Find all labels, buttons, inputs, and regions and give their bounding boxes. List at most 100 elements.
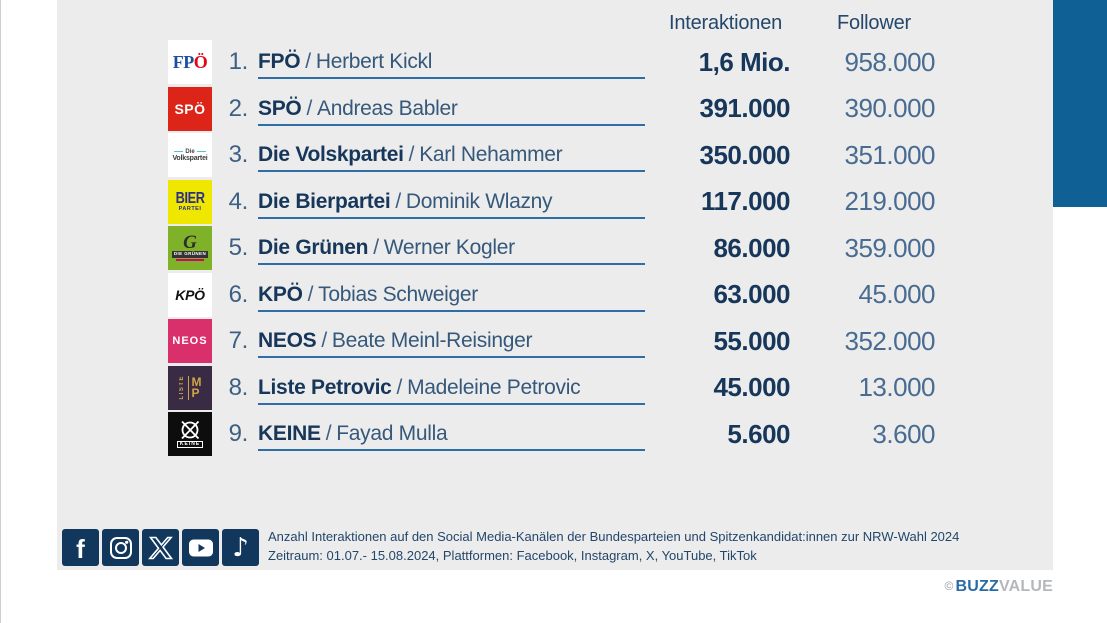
party-name: Die Grünen	[258, 236, 369, 260]
rank-number: 4.	[228, 187, 249, 215]
liste-divider	[187, 375, 189, 400]
party-leader-link[interactable]: Die Volskpartei / Karl Nehammer	[258, 143, 645, 173]
leader-name: Tobias Schweiger	[318, 282, 478, 306]
fpo-logo-text: FPÖ	[172, 51, 208, 72]
interactions-value: 1,6 Mio.	[698, 46, 791, 77]
party-leader-link[interactable]: FPÖ / Herbert Kickl	[258, 50, 645, 80]
table-row: KEINE 9. KEINE / Fayad Mulla 5.600 3.600	[168, 411, 936, 458]
youtube-icon	[188, 539, 213, 556]
party-name: Liste Petrovic	[258, 375, 392, 399]
separator: /	[373, 236, 379, 260]
table-row: Die Volkspartei 3. Die Volskpartei / Karl …	[168, 132, 936, 179]
leader-name: Karl Nehammer	[419, 143, 563, 167]
interactions-value: 5.600	[727, 418, 790, 449]
tiktok-button[interactable]: ♪	[222, 529, 259, 566]
followers-value: 13.000	[858, 372, 935, 403]
rank-number: 3.	[228, 141, 249, 169]
bier-logo-bottom: PARTEI	[178, 206, 202, 212]
party-leader-link[interactable]: Die Grünen / Werner Kogler	[258, 236, 645, 266]
table-row: FPÖ 1. FPÖ / Herbert Kickl 1,6 Mio. 958.00…	[168, 39, 936, 86]
copyright-symbol: ©	[944, 579, 954, 593]
party-logo-keine: KEINE	[168, 412, 212, 457]
content-panel	[57, 0, 1053, 570]
rank-number: 8.	[228, 373, 249, 401]
x-button[interactable]	[142, 529, 179, 566]
source-note-line2: Zeitraum: 01.07.- 15.08.2024, Plattforme…	[268, 548, 757, 563]
interactions-value: 86.000	[713, 232, 790, 263]
leader-name: Madeleine Petrovic	[407, 375, 581, 399]
youtube-button[interactable]	[182, 529, 219, 566]
table-row: G DIE GRÜNEN 5. Die Grünen / Werner Kogler …	[168, 225, 936, 272]
followers-value: 351.000	[844, 139, 936, 170]
column-header-followers: Follower	[837, 12, 911, 34]
party-leader-link[interactable]: KEINE / Fayad Mulla	[258, 422, 645, 452]
table-row: NEOS 7. NEOS / Beate Meinl-Reisinger 55.00…	[168, 318, 936, 365]
party-name: KPÖ	[258, 282, 303, 306]
brand-buzz: BUZZ	[955, 578, 999, 595]
party-leader-link[interactable]: SPÖ / Andreas Babler	[258, 96, 645, 126]
party-logo-fpo: FPÖ	[168, 40, 212, 85]
leader-name: Werner Kogler	[383, 236, 515, 260]
party-logo-volkspartei: Die Volkspartei	[168, 133, 212, 178]
neos-logo-text: NEOS	[172, 335, 208, 348]
interactions-value: 117.000	[700, 186, 791, 217]
party-name: KEINE	[258, 422, 321, 446]
party-name: Die Volskpartei	[258, 143, 404, 167]
table-row: SPÖ 2. SPÖ / Andreas Babler 391.000 390.00…	[168, 86, 936, 133]
crossed-circle-icon	[181, 421, 200, 440]
rank-number: 7.	[228, 327, 249, 355]
interactions-value: 63.000	[713, 279, 790, 310]
leader-name: Beate Meinl-Reisinger	[331, 329, 533, 353]
volkspartei-line	[196, 151, 206, 153]
rank-number: 1.	[228, 48, 249, 76]
party-leader-link[interactable]: KPÖ / Tobias Schweiger	[258, 282, 645, 312]
column-header-interactions: Interaktionen	[669, 12, 783, 34]
liste-vertical-text: LISTE	[178, 375, 185, 400]
brand-value: VALUE	[998, 578, 1053, 595]
gruene-g: G	[183, 232, 197, 254]
followers-value: 359.000	[844, 232, 936, 263]
tiktok-icon: ♪	[232, 532, 249, 563]
leader-name: Fayad Mulla	[336, 422, 448, 446]
facebook-icon: f	[76, 534, 85, 564]
party-logo-bierpartei: BIER PARTEI	[168, 179, 212, 224]
source-note-line1: Anzahl Interaktionen auf den Social Medi…	[268, 529, 960, 544]
followers-value: 45.000	[858, 279, 935, 310]
x-icon	[147, 536, 173, 559]
party-name: SPÖ	[258, 96, 302, 120]
page-left-border	[0, 0, 1, 623]
followers-value: 958.000	[844, 46, 936, 77]
rank-number: 5.	[228, 234, 249, 262]
interactions-value: 350.000	[699, 139, 791, 170]
leader-name: Andreas Babler	[317, 96, 458, 120]
buzzvalue-logo: © BUZZVALUE	[930, 578, 1053, 596]
table-row: LISTE M P 8. Liste Petrovic / Madeleine Petr…	[168, 365, 936, 412]
interactions-value: 45.000	[713, 372, 790, 403]
bier-logo-top: BIER	[175, 190, 205, 207]
leader-name: Herbert Kickl	[315, 50, 433, 74]
party-leader-link[interactable]: Die Bierpartei / Dominik Wlazny	[258, 189, 645, 219]
followers-value: 352.000	[844, 325, 936, 356]
party-leader-link[interactable]: NEOS / Beate Meinl-Reisinger	[258, 329, 645, 359]
party-name: NEOS	[258, 329, 317, 353]
ranking-table: FPÖ 1. FPÖ / Herbert Kickl 1,6 Mio. 958.00…	[168, 39, 936, 458]
volkspartei-die: Die	[185, 148, 195, 155]
followers-value: 219.000	[844, 186, 936, 217]
separator: /	[396, 375, 403, 399]
party-logo-spo: SPÖ	[168, 86, 212, 131]
rank-number: 2.	[228, 94, 249, 122]
spo-logo-text: SPÖ	[174, 100, 206, 117]
party-leader-link[interactable]: Liste Petrovic / Madeleine Petrovic	[258, 375, 645, 405]
separator: /	[325, 422, 332, 446]
facebook-button[interactable]: f	[62, 529, 99, 566]
volkspartei-name: Volkspartei	[172, 154, 208, 162]
rank-number: 6.	[228, 280, 249, 308]
volkspartei-logo-top: Die	[174, 148, 206, 155]
volkspartei-line	[174, 151, 184, 153]
leader-name: Dominik Wlazny	[405, 189, 553, 213]
instagram-button[interactable]	[102, 529, 139, 566]
table-row: KPÖ 6. KPÖ / Tobias Schweiger 63.000 45.00…	[168, 272, 936, 319]
separator: /	[305, 50, 311, 74]
followers-value: 3.600	[872, 418, 935, 449]
separator: /	[408, 143, 415, 167]
